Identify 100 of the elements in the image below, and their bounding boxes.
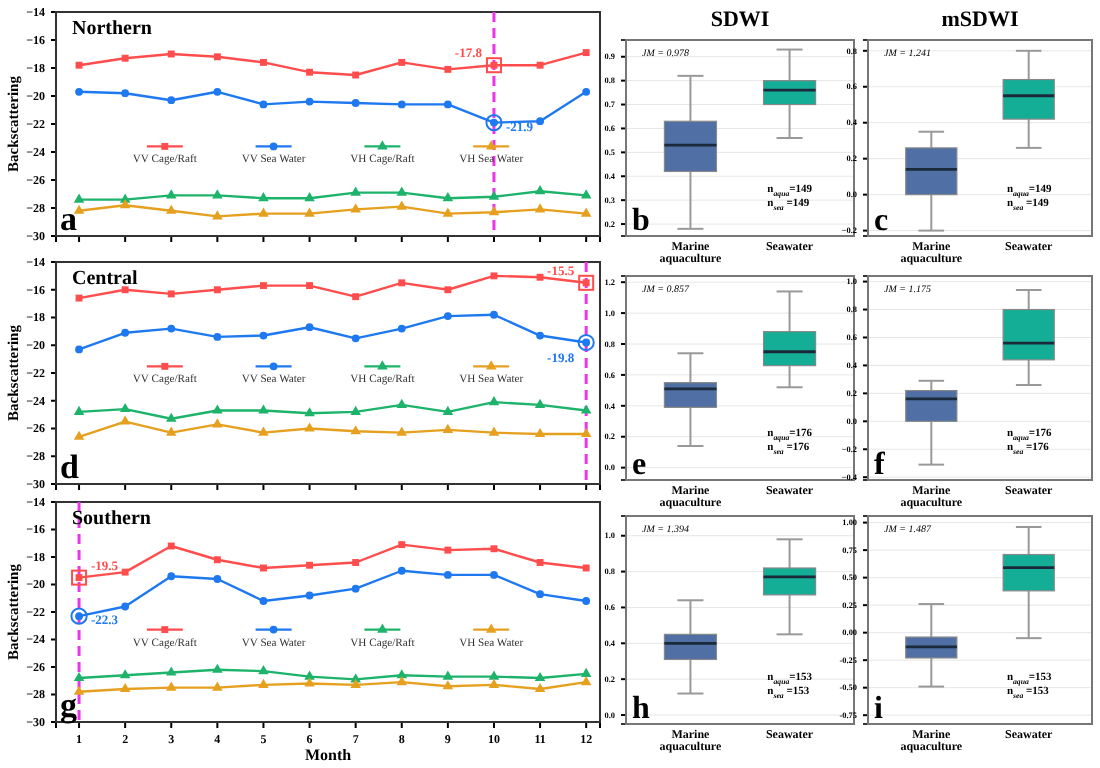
point <box>488 206 500 216</box>
annotation: c <box>874 204 889 238</box>
point <box>73 204 85 214</box>
x-axis-title: Month <box>304 746 353 764</box>
point <box>443 312 452 321</box>
point <box>258 192 269 202</box>
point <box>580 427 592 438</box>
point <box>350 678 361 688</box>
point <box>212 663 223 673</box>
point <box>212 404 223 414</box>
point <box>121 602 130 611</box>
point <box>534 203 546 213</box>
chart-title: Southern <box>72 508 152 530</box>
chart-title: mSDWI <box>941 8 1019 32</box>
point <box>121 54 129 62</box>
point <box>444 286 452 294</box>
point <box>444 65 452 73</box>
point <box>536 331 544 340</box>
point <box>536 61 544 69</box>
point <box>121 568 129 576</box>
point <box>75 61 83 69</box>
point <box>443 570 452 579</box>
point <box>534 682 546 693</box>
point <box>259 282 267 290</box>
point <box>304 422 315 432</box>
point <box>213 286 221 294</box>
point <box>488 670 500 680</box>
point <box>75 294 83 302</box>
chart-title: Northern <box>72 18 153 40</box>
point <box>534 671 546 682</box>
point <box>397 324 406 333</box>
point <box>398 279 406 287</box>
point <box>119 669 131 679</box>
point <box>536 273 544 281</box>
point <box>213 87 222 96</box>
point <box>304 677 315 687</box>
point <box>442 670 454 680</box>
point <box>167 572 176 581</box>
point <box>258 426 269 436</box>
annotation: h <box>632 692 650 726</box>
point <box>73 671 85 682</box>
point <box>259 58 267 66</box>
point <box>490 310 498 319</box>
point <box>396 186 408 196</box>
point <box>488 190 500 200</box>
point <box>121 89 130 98</box>
point <box>119 199 131 209</box>
point <box>75 345 83 354</box>
point <box>165 681 177 691</box>
point <box>442 423 454 433</box>
point <box>305 97 314 106</box>
point <box>398 541 406 549</box>
point <box>488 678 500 688</box>
point <box>258 207 269 217</box>
point <box>212 418 223 428</box>
point <box>167 324 176 333</box>
annotation: b <box>632 204 650 238</box>
point <box>397 566 406 575</box>
point <box>73 193 85 203</box>
point <box>258 404 269 414</box>
point <box>304 670 315 680</box>
point <box>121 286 129 294</box>
point <box>536 559 544 566</box>
point <box>305 323 314 332</box>
point <box>534 427 546 438</box>
point <box>351 334 360 343</box>
point <box>73 685 85 695</box>
annotation: e <box>632 448 647 482</box>
chart-title: Central <box>72 268 138 290</box>
point <box>259 100 268 109</box>
point <box>443 100 452 109</box>
point <box>351 99 360 107</box>
point <box>121 328 130 337</box>
point <box>536 590 544 599</box>
point <box>534 398 546 408</box>
point <box>442 680 454 690</box>
point <box>165 204 177 214</box>
chart-title: SDWI <box>710 8 770 32</box>
point <box>165 666 177 676</box>
point <box>119 682 131 693</box>
point <box>582 49 590 57</box>
point <box>75 87 83 96</box>
point <box>306 282 314 290</box>
point <box>490 570 498 579</box>
point <box>165 412 177 422</box>
point <box>259 597 268 605</box>
point <box>488 396 500 406</box>
point <box>306 561 314 569</box>
point <box>258 678 269 688</box>
point <box>167 96 176 105</box>
point <box>73 405 85 415</box>
point <box>212 681 223 691</box>
point <box>580 667 592 677</box>
point <box>258 665 269 675</box>
point <box>304 407 315 417</box>
point <box>534 185 546 195</box>
point <box>396 200 408 210</box>
point <box>165 426 177 436</box>
point <box>213 53 221 61</box>
point <box>398 58 406 66</box>
